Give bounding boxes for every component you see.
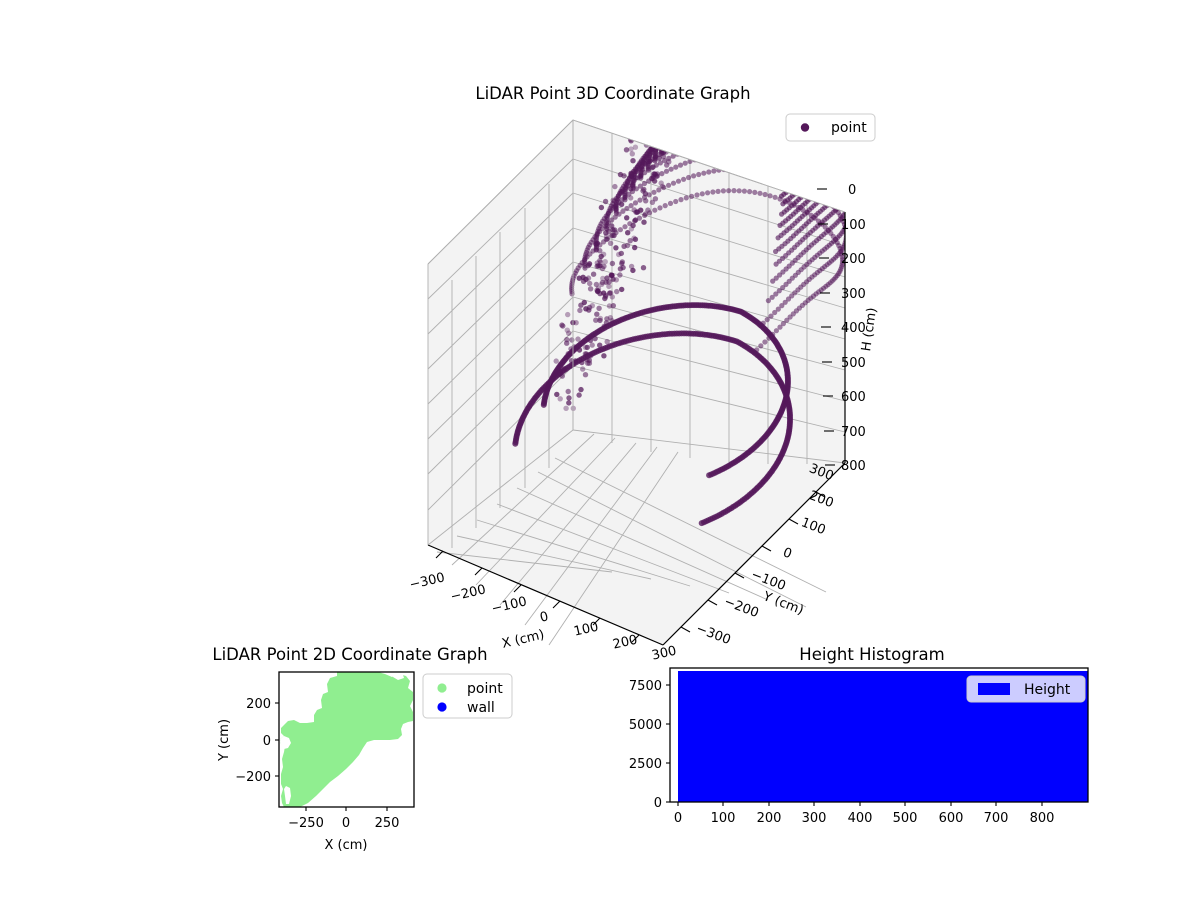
x-tick-label: −300 (408, 570, 446, 593)
matplotlib-figure: LiDAR Point 3D Coordinate Graph (0, 0, 1200, 900)
z-tick-label: 100 (841, 218, 866, 233)
x-axis-label-2d: X (cm) (325, 838, 368, 853)
x-tick-label-hist: 600 (939, 811, 964, 826)
z-tick-label: 200 (841, 252, 866, 267)
x-tick-label-hist: 0 (674, 811, 682, 826)
y-tick-label: 100 (799, 515, 828, 538)
z-tick-label: 600 (841, 390, 866, 405)
z-tick-label: 0 (848, 183, 856, 198)
legend-label-wall: wall (467, 700, 495, 716)
x-tick-label: −200 (449, 582, 487, 605)
y-axis-label-2d: Y (cm) (217, 719, 232, 762)
y-tick-label: 200 (807, 488, 836, 511)
y-tick-label-2d: −200 (235, 770, 271, 785)
x-tick-label-hist: 500 (893, 811, 918, 826)
x-axis-hist: 0 100 200 300 400 500 600 700 800 (674, 802, 1055, 826)
z-tick-label: 700 (841, 425, 866, 440)
z-tick-label: 500 (841, 356, 866, 371)
legend-2d[interactable]: point wall (423, 674, 512, 718)
legend-label-height: Height (1024, 682, 1071, 698)
x-tick-label-hist: 100 (711, 811, 736, 826)
z-tick-label: 300 (841, 287, 866, 302)
lidar-3d-chart: LiDAR Point 3D Coordinate Graph (0, 0, 1200, 660)
legend-label-point-2d: point (467, 681, 503, 697)
legend-marker-point-icon (801, 123, 809, 131)
y-tick-label-hist: 0 (654, 796, 662, 811)
lidar-2d-chart: LiDAR Point 2D Coordinate Graph (180, 636, 580, 896)
x-tick-label-hist: 400 (848, 811, 873, 826)
x-tick-label-hist: 300 (802, 811, 827, 826)
height-histogram-chart: Height Histogram 0 2500 5000 7500 (600, 636, 1160, 896)
y-tick-label-2d: 0 (263, 734, 271, 749)
z-tick-label: 800 (841, 459, 866, 474)
y-tick-label-hist: 7500 (629, 679, 662, 694)
y-axis-label: Y (cm) (760, 589, 806, 618)
legend-3d[interactable]: point (786, 114, 875, 141)
x-tick-label-hist: 700 (984, 811, 1009, 826)
x-axis-2d: −250 0 250 X (cm) (288, 807, 399, 853)
chart-title-hist: Height Histogram (799, 645, 944, 664)
legend-patch-height-icon (978, 683, 1010, 695)
y-tick-label: −200 (722, 594, 761, 621)
x-tick-label-hist: 800 (1030, 811, 1055, 826)
chart-title-3d: LiDAR Point 3D Coordinate Graph (475, 84, 750, 103)
y-axis-2d: 200 0 −200 Y (cm) (217, 697, 279, 785)
x-tick-label-2d: 250 (375, 816, 400, 831)
x-tick-label-2d: 0 (342, 816, 350, 831)
legend-label-point: point (831, 120, 867, 136)
y-tick-label-hist: 2500 (629, 757, 662, 772)
y-tick-label-hist: 5000 (629, 718, 662, 733)
chart-title-2d: LiDAR Point 2D Coordinate Graph (212, 645, 487, 664)
x-tick-label-hist: 200 (757, 811, 782, 826)
z-axis-label: H (cm) (859, 307, 880, 353)
legend-marker-wall-icon (437, 702, 446, 711)
y-tick-label: 0 (781, 545, 794, 562)
x-tick-label: 0 (538, 609, 549, 625)
x-tick-label-2d: −250 (288, 816, 324, 831)
y-axis-hist: 0 2500 5000 7500 (629, 679, 670, 811)
legend-hist[interactable]: Height (967, 676, 1085, 702)
legend-marker-point-icon-2d (437, 683, 446, 692)
y-tick-label-2d: 200 (246, 697, 271, 712)
x-tick-label: −100 (490, 594, 528, 617)
